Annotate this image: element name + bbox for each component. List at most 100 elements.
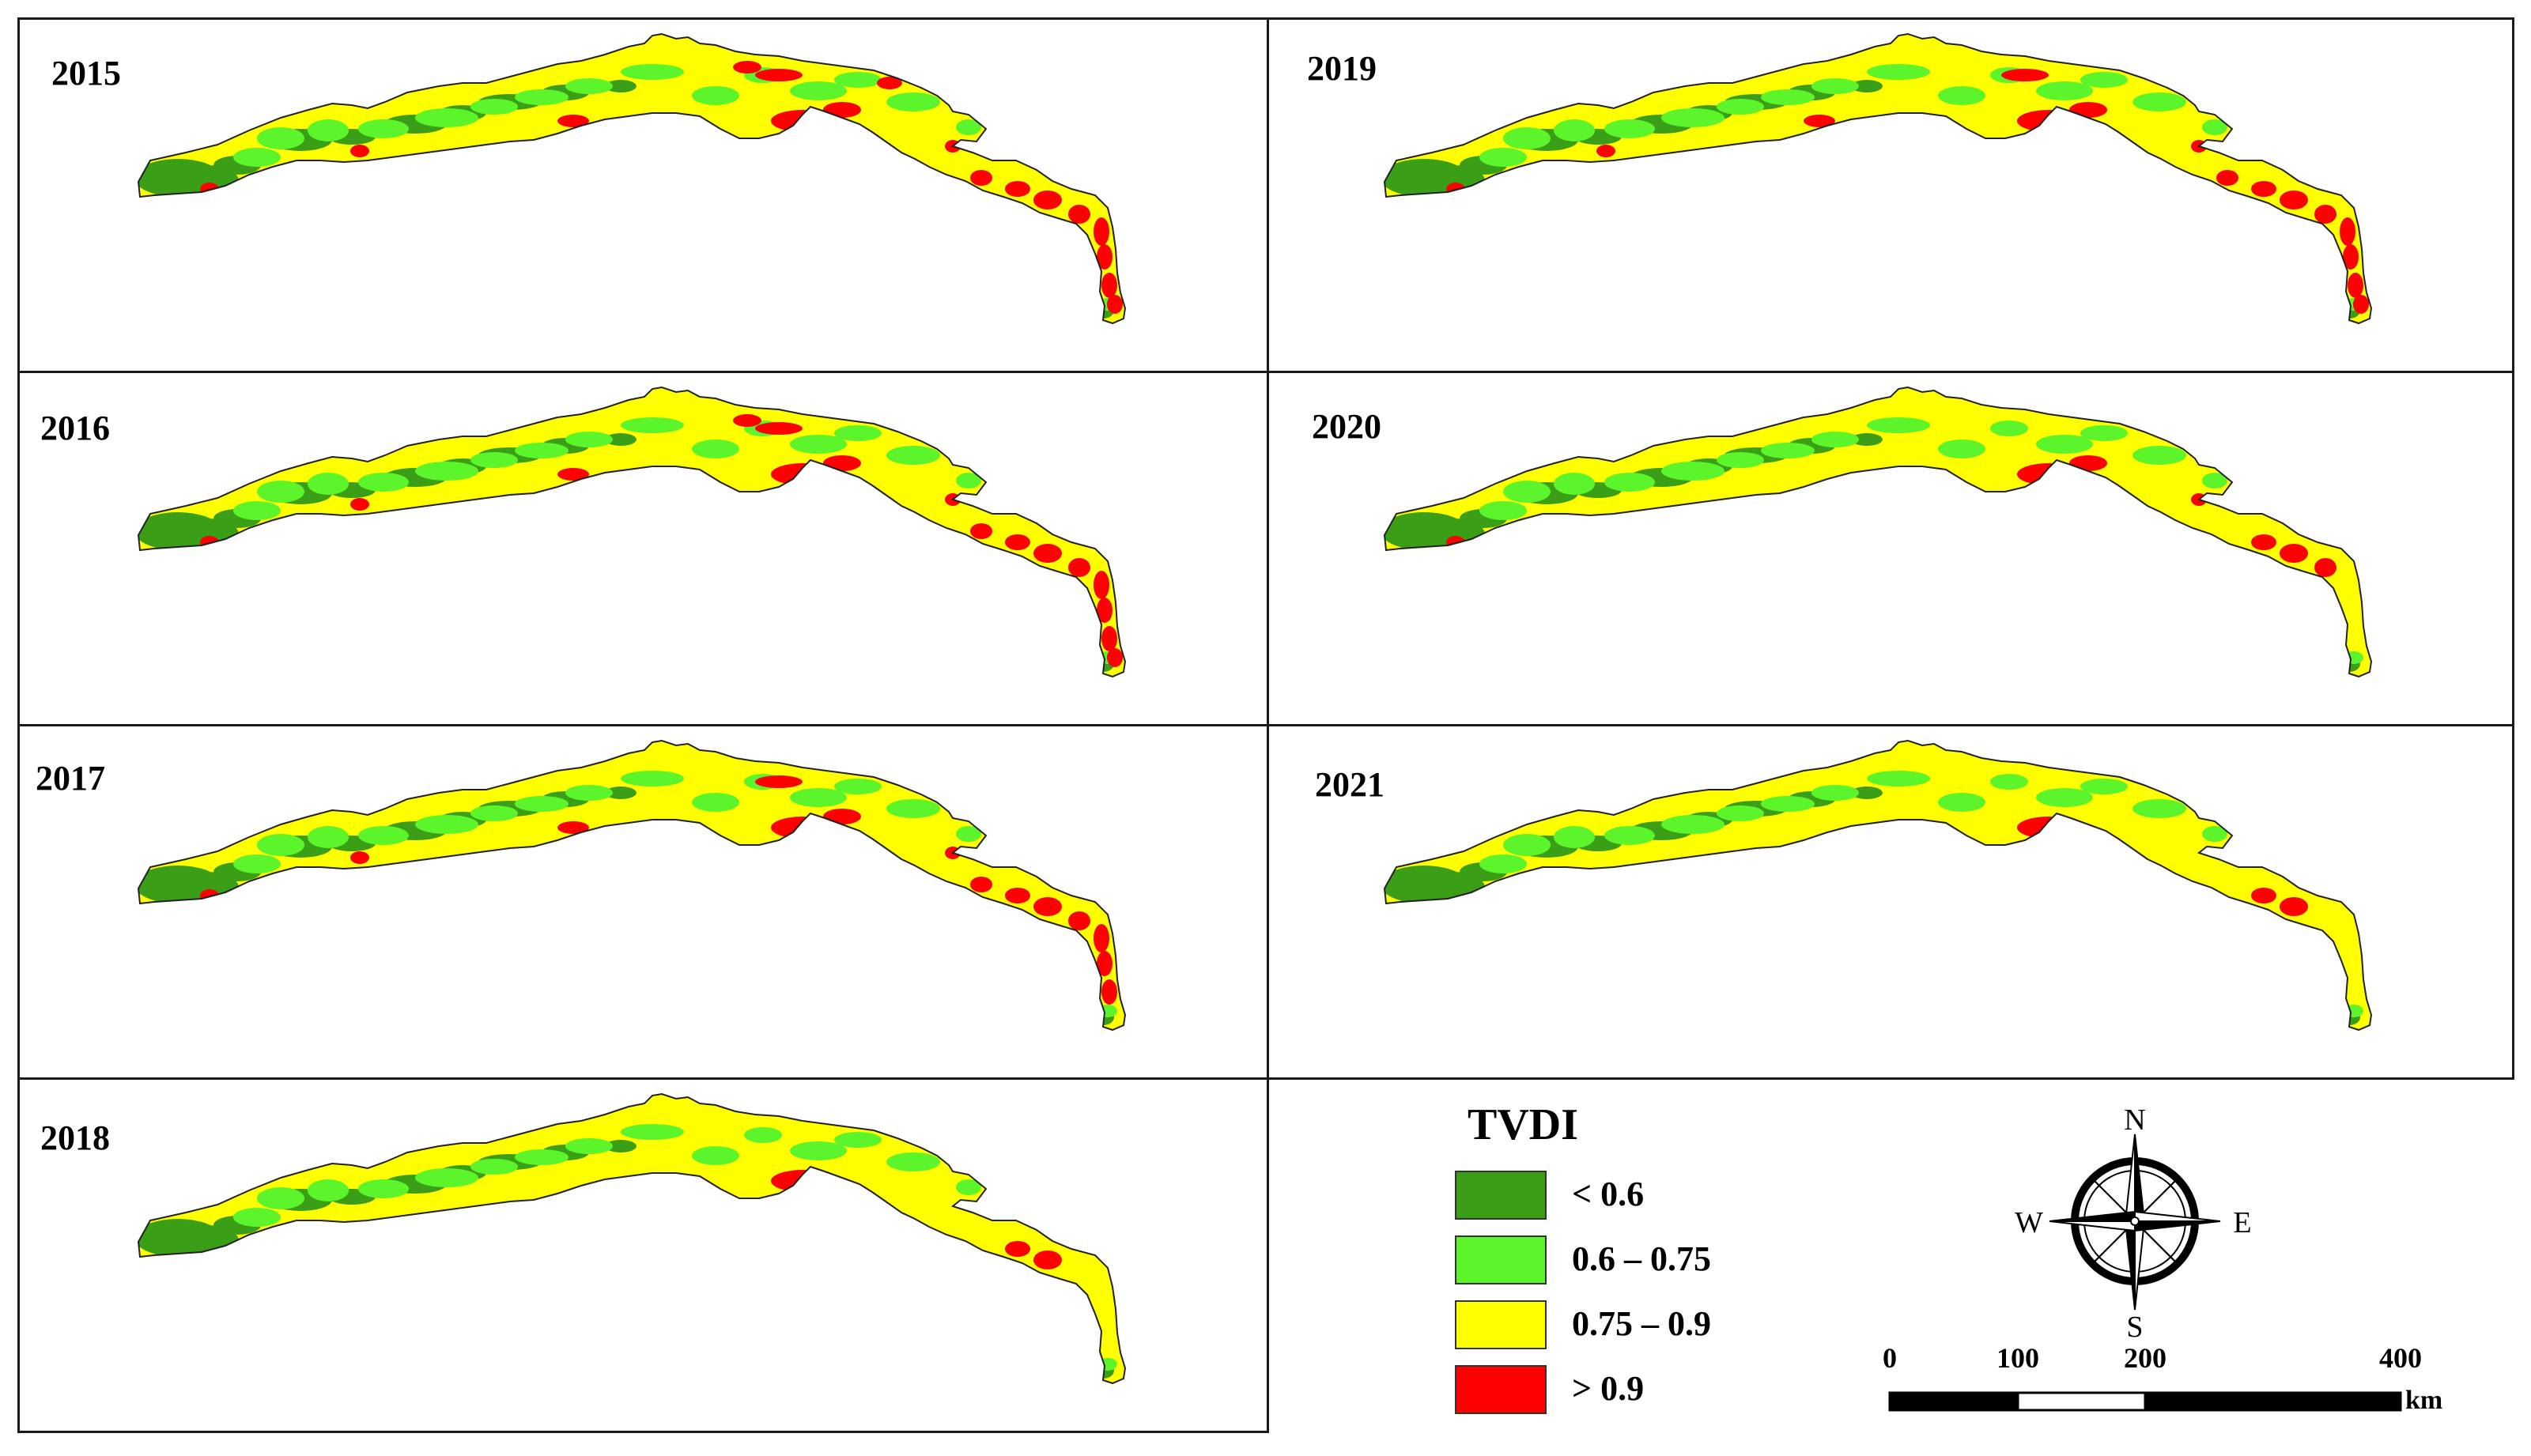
patch-red [1094, 924, 1109, 952]
legend-item: 0.75 – 0.9 [1455, 1300, 1819, 1356]
patch-light [790, 81, 847, 100]
tvdi-map [1383, 739, 2373, 1032]
patch-red [2069, 455, 2107, 471]
patch-red [557, 821, 589, 834]
patch-red [755, 422, 803, 435]
patch-light [790, 1141, 847, 1160]
patch-light [1867, 417, 1930, 433]
patch-light [956, 473, 981, 488]
scale-label: 200 [2124, 1342, 2166, 1374]
tvdi-region-base [1384, 741, 2371, 1030]
patch-light [1503, 834, 1551, 856]
patch-dark [605, 786, 637, 799]
patch-red [823, 809, 861, 824]
patch-light [1604, 119, 1655, 138]
patch-light [358, 1179, 409, 1198]
patch-light [1554, 119, 1595, 141]
legend-swatch [1455, 1365, 1547, 1414]
scale-segment [2016, 1391, 2147, 1412]
legend-label: < 0.6 [1572, 1175, 1645, 1213]
patch-red [350, 851, 369, 864]
patch-red [2343, 244, 2359, 270]
legend: TVDI < 0.6 0.6 – 0.75 0.75 – 0.9 > 0.9 [1455, 1103, 1819, 1435]
patch-light [358, 826, 409, 845]
patch-red [1107, 295, 1123, 314]
scale-label: 400 [2379, 1342, 2422, 1374]
region-outline [1383, 32, 2373, 325]
patch-light [358, 119, 409, 138]
tvdi-map [137, 739, 1127, 1032]
patch-light [1717, 805, 1764, 821]
patch-light [1604, 473, 1655, 492]
patch-red [1596, 145, 1615, 157]
patch-light [515, 796, 569, 812]
patch-light [515, 443, 569, 458]
patch-red [2314, 205, 2336, 224]
patch-light [415, 462, 478, 481]
patch-red [1033, 544, 1062, 563]
patch-light [1661, 108, 1724, 127]
patch-light [2202, 119, 2227, 135]
tvdi-map [137, 386, 1127, 678]
patch-red [350, 498, 369, 511]
patch-light [621, 1124, 684, 1140]
tvdi-class-patches [138, 414, 1123, 672]
patch-red [2001, 69, 2049, 81]
patch-light [956, 119, 981, 135]
patch-red [1097, 598, 1113, 623]
scale-label: 0 [1883, 1342, 1897, 1374]
legend-swatch [1455, 1171, 1547, 1220]
patch-light [233, 148, 281, 167]
patch-red [2017, 463, 2080, 485]
tvdi-class-patches [138, 771, 1117, 1025]
patch-light [744, 1127, 782, 1143]
patch-red [2069, 102, 2107, 118]
patch-red [1005, 534, 1030, 550]
patch-red [350, 145, 369, 157]
patch-light [2036, 81, 2093, 100]
patch-red [2017, 817, 2080, 839]
patch-light [834, 1132, 882, 1148]
patch-light [2036, 435, 2093, 454]
patch-light [886, 92, 940, 111]
scale-unit: km [2405, 1386, 2443, 1415]
patch-red [1068, 911, 1090, 930]
patch-light [1761, 796, 1815, 812]
scale-bar-graphic [1888, 1391, 2402, 1412]
legend-title: TVDI [1468, 1100, 1579, 1149]
patch-light [233, 1208, 281, 1227]
patch-light [886, 1152, 940, 1171]
patch-light [308, 473, 349, 495]
panel-year-label: 2015 [51, 54, 121, 92]
patch-red [771, 463, 834, 485]
patch-light [1761, 443, 1815, 458]
patch-light [956, 1179, 981, 1195]
patch-light [233, 501, 281, 520]
panel-year-label: 2017 [36, 759, 105, 798]
patch-light [2080, 425, 2128, 441]
patch-light [692, 793, 739, 812]
tvdi-region-base [1384, 34, 2371, 323]
compass-north-label: N [2124, 1103, 2145, 1137]
patch-red [557, 115, 589, 127]
tvdi-region-base [138, 387, 1125, 677]
patch-red [1033, 190, 1062, 209]
patch-light [1554, 826, 1595, 848]
patch-light [515, 89, 569, 105]
patch-light [565, 785, 613, 801]
patch-light [1503, 127, 1551, 149]
patch-red [2017, 110, 2080, 132]
legend-swatch [1455, 1235, 1547, 1284]
patch-light [470, 99, 518, 115]
patch-red [1005, 181, 1030, 197]
patch-red [1101, 273, 1117, 298]
patch-light [956, 826, 981, 842]
patch-light [1503, 481, 1551, 503]
patch-light [834, 779, 882, 794]
patch-light [1761, 89, 1815, 105]
patch-red [2348, 273, 2363, 298]
patch-light [692, 86, 739, 105]
patch-red [970, 170, 992, 186]
region-outline [1383, 739, 2373, 1032]
patch-light [1811, 78, 1859, 94]
